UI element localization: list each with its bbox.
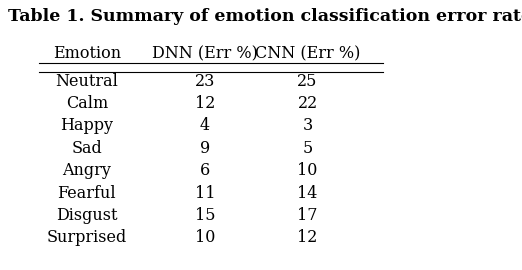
Text: 12: 12 <box>298 230 318 246</box>
Text: 14: 14 <box>298 185 318 201</box>
Text: CNN (Err %): CNN (Err %) <box>255 46 360 62</box>
Text: Happy: Happy <box>60 117 113 134</box>
Text: Emotion: Emotion <box>53 46 121 62</box>
Text: 15: 15 <box>195 207 215 224</box>
Text: 11: 11 <box>195 185 215 201</box>
Text: 5: 5 <box>302 140 313 157</box>
Text: 17: 17 <box>298 207 318 224</box>
Text: 25: 25 <box>298 73 318 89</box>
Text: 23: 23 <box>195 73 215 89</box>
Text: 10: 10 <box>298 162 318 179</box>
Text: 3: 3 <box>302 117 313 134</box>
Text: Sad: Sad <box>72 140 102 157</box>
Text: 22: 22 <box>298 95 318 112</box>
Text: Angry: Angry <box>62 162 111 179</box>
Text: Disgust: Disgust <box>56 207 117 224</box>
Text: Neutral: Neutral <box>55 73 118 89</box>
Text: 6: 6 <box>200 162 210 179</box>
Text: Calm: Calm <box>66 95 108 112</box>
Text: 10: 10 <box>195 230 215 246</box>
Text: 12: 12 <box>195 95 215 112</box>
Text: 9: 9 <box>200 140 210 157</box>
Text: 4: 4 <box>200 117 210 134</box>
Text: DNN (Err %): DNN (Err %) <box>152 46 258 62</box>
Text: Table 1. Summary of emotion classification error rate: Table 1. Summary of emotion classificati… <box>8 8 522 25</box>
Text: Surprised: Surprised <box>46 230 127 246</box>
Text: Fearful: Fearful <box>57 185 116 201</box>
